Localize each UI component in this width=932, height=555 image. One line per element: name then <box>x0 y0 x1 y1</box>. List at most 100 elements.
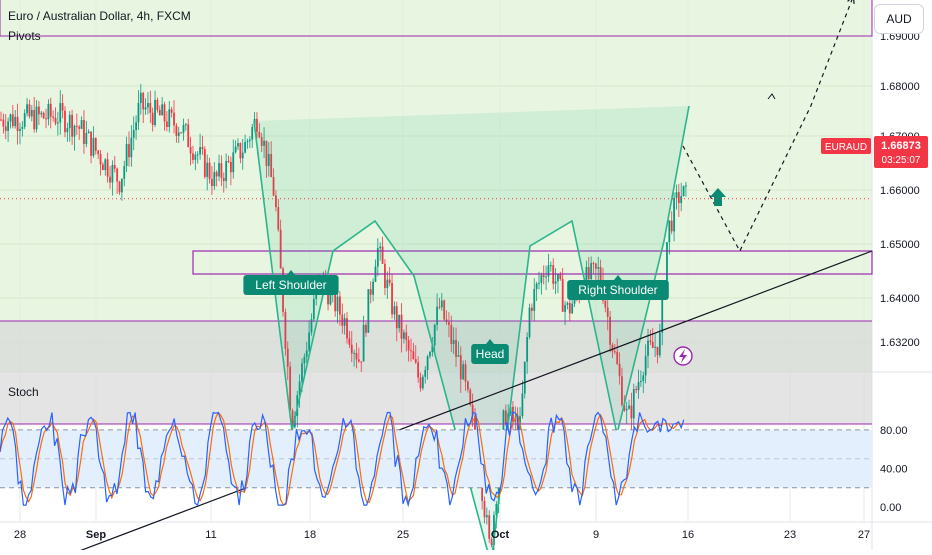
candle-body-261 <box>618 363 621 377</box>
candle-body-241 <box>571 303 574 314</box>
candle-body-59 <box>139 92 142 103</box>
label-left-shoulder[interactable]: Left Shoulder <box>243 270 339 295</box>
pattern-outline[interactable] <box>253 105 690 555</box>
candle-body-92 <box>218 163 220 177</box>
candle-body-17 <box>40 112 43 115</box>
candle-body-60 <box>142 92 145 110</box>
candle-body-39 <box>92 138 95 156</box>
candle-body-5 <box>11 114 14 127</box>
candle-body-221 <box>523 361 526 394</box>
candle-body-263 <box>623 404 626 411</box>
candle-body-26 <box>61 103 64 111</box>
candle-body-231 <box>547 265 550 277</box>
candle-body-35 <box>83 120 85 145</box>
candle-body-64 <box>151 112 154 125</box>
candle-body-113 <box>267 153 270 166</box>
candle-body-273 <box>647 340 649 356</box>
candle-body-163 <box>386 279 389 289</box>
candle-body-34 <box>80 120 83 129</box>
label-right-shoulder-text: Right Shoulder <box>578 283 657 297</box>
candle-body-194 <box>459 355 462 380</box>
candle-body-108 <box>256 118 258 132</box>
candle-body-170 <box>403 332 405 339</box>
candle-body-99 <box>234 146 237 153</box>
candle-body-179 <box>424 369 427 377</box>
candle-body-165 <box>391 282 393 315</box>
candle-body-198 <box>469 389 472 405</box>
candle-body-239 <box>566 302 569 305</box>
stoch-k-line[interactable] <box>0 411 685 508</box>
candle-body-56 <box>132 129 135 138</box>
candle-body-196 <box>464 364 467 382</box>
candle-body-112 <box>265 140 268 166</box>
candle-body-225 <box>533 289 536 311</box>
candle-body-63 <box>149 103 152 113</box>
candle-body-147 <box>348 338 351 345</box>
indicator-label[interactable]: Pivots <box>8 29 41 43</box>
candle-body-110 <box>260 137 263 146</box>
label-head[interactable]: Head <box>471 339 509 364</box>
candle-body-3 <box>7 121 10 131</box>
label-right-shoulder-pointer <box>614 275 622 280</box>
candle-body-285 <box>675 192 678 198</box>
price-tag-bg[interactable] <box>874 136 928 168</box>
candle-body-282 <box>668 220 671 243</box>
candle-body-0 <box>0 119 2 121</box>
label-left-shoulder-pointer <box>287 270 295 275</box>
candle-body-71 <box>168 109 171 128</box>
candle-body-269 <box>637 382 640 391</box>
candle-body-40 <box>94 138 97 151</box>
projection-path[interactable] <box>682 0 853 253</box>
candle-body-212 <box>502 410 505 436</box>
candle-body-175 <box>414 359 417 363</box>
candle-body-155 <box>367 289 370 333</box>
candle-body-102 <box>241 152 244 159</box>
candle-body-58 <box>137 102 140 123</box>
candle-body-191 <box>452 339 455 345</box>
candle-body-238 <box>564 304 566 312</box>
candle-body-49 <box>116 168 119 182</box>
candle-body-260 <box>616 351 619 364</box>
candle-body-75 <box>177 132 180 136</box>
stoch-d-line[interactable] <box>0 411 685 506</box>
candle-body-30 <box>71 114 73 137</box>
candle-body-48 <box>113 165 116 169</box>
trendline[interactable] <box>0 250 873 555</box>
candle-body-148 <box>350 344 353 354</box>
chart-title: Euro / Australian Dollar, 4h, FXCM <box>8 9 191 23</box>
label-right-shoulder[interactable]: Right Shoulder <box>567 275 669 300</box>
candle-body-255 <box>604 300 607 308</box>
candle-body-101 <box>239 143 242 159</box>
candle-body-206 <box>488 515 491 539</box>
candle-body-181 <box>429 351 431 357</box>
candle-body-89 <box>211 179 213 187</box>
currency-button[interactable]: AUD <box>874 4 924 34</box>
candle-body-78 <box>184 124 187 126</box>
candle-body-180 <box>426 356 429 370</box>
stoch-band <box>0 429 872 488</box>
candle-body-176 <box>417 362 420 378</box>
time-tick-4: 25 <box>397 529 409 541</box>
candle-body-122 <box>289 366 292 411</box>
candle-body-279 <box>661 294 664 333</box>
neckline-zone[interactable] <box>192 250 873 275</box>
candle-body-271 <box>642 375 645 381</box>
candle-body-16 <box>38 106 40 115</box>
lightning-icon-glyph <box>679 349 687 363</box>
candle-body-117 <box>277 207 280 230</box>
resistance-zone[interactable] <box>0 0 873 37</box>
candle-body-153 <box>362 324 365 362</box>
price-tick-4: 1.64000 <box>880 293 920 305</box>
candle-body-171 <box>405 332 408 341</box>
candle-body-116 <box>275 195 277 208</box>
candle-body-220 <box>521 393 524 417</box>
candle-body-126 <box>298 381 301 396</box>
candle-body-187 <box>443 300 446 320</box>
time-tick-0: 28 <box>14 529 26 541</box>
candle-body-68 <box>161 104 164 116</box>
candle-body-11 <box>26 104 28 114</box>
symbol-tag-text: EURAUD <box>825 142 867 153</box>
candle-body-149 <box>353 352 356 354</box>
